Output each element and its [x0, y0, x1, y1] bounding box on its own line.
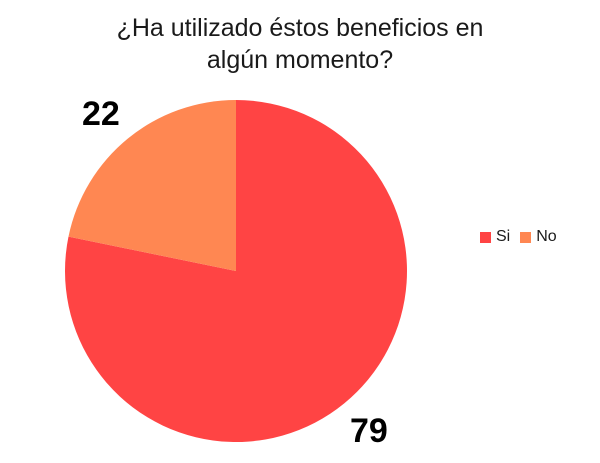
chart-title-line-2: algún momento?: [206, 46, 394, 74]
legend-item-si: Si: [480, 228, 510, 246]
legend-item-no: No: [520, 228, 557, 246]
legend: Si No: [480, 228, 567, 246]
legend-label-no: No: [536, 228, 557, 245]
pie-slices: [64, 100, 407, 442]
chart-title: ¿Ha utilizado éstos beneficios en algún …: [0, 12, 600, 76]
legend-swatch-no: [520, 231, 532, 243]
pie-slice-si: [64, 100, 407, 442]
pie-slice-no: [68, 100, 237, 271]
legend-swatch-si: [480, 231, 491, 243]
chart-title-line-1: ¿Ha utilizado éstos beneficios en: [116, 14, 484, 42]
data-label-si: 79: [350, 412, 388, 450]
data-label-no: 22: [82, 95, 120, 133]
legend-label-si: Si: [496, 228, 511, 245]
